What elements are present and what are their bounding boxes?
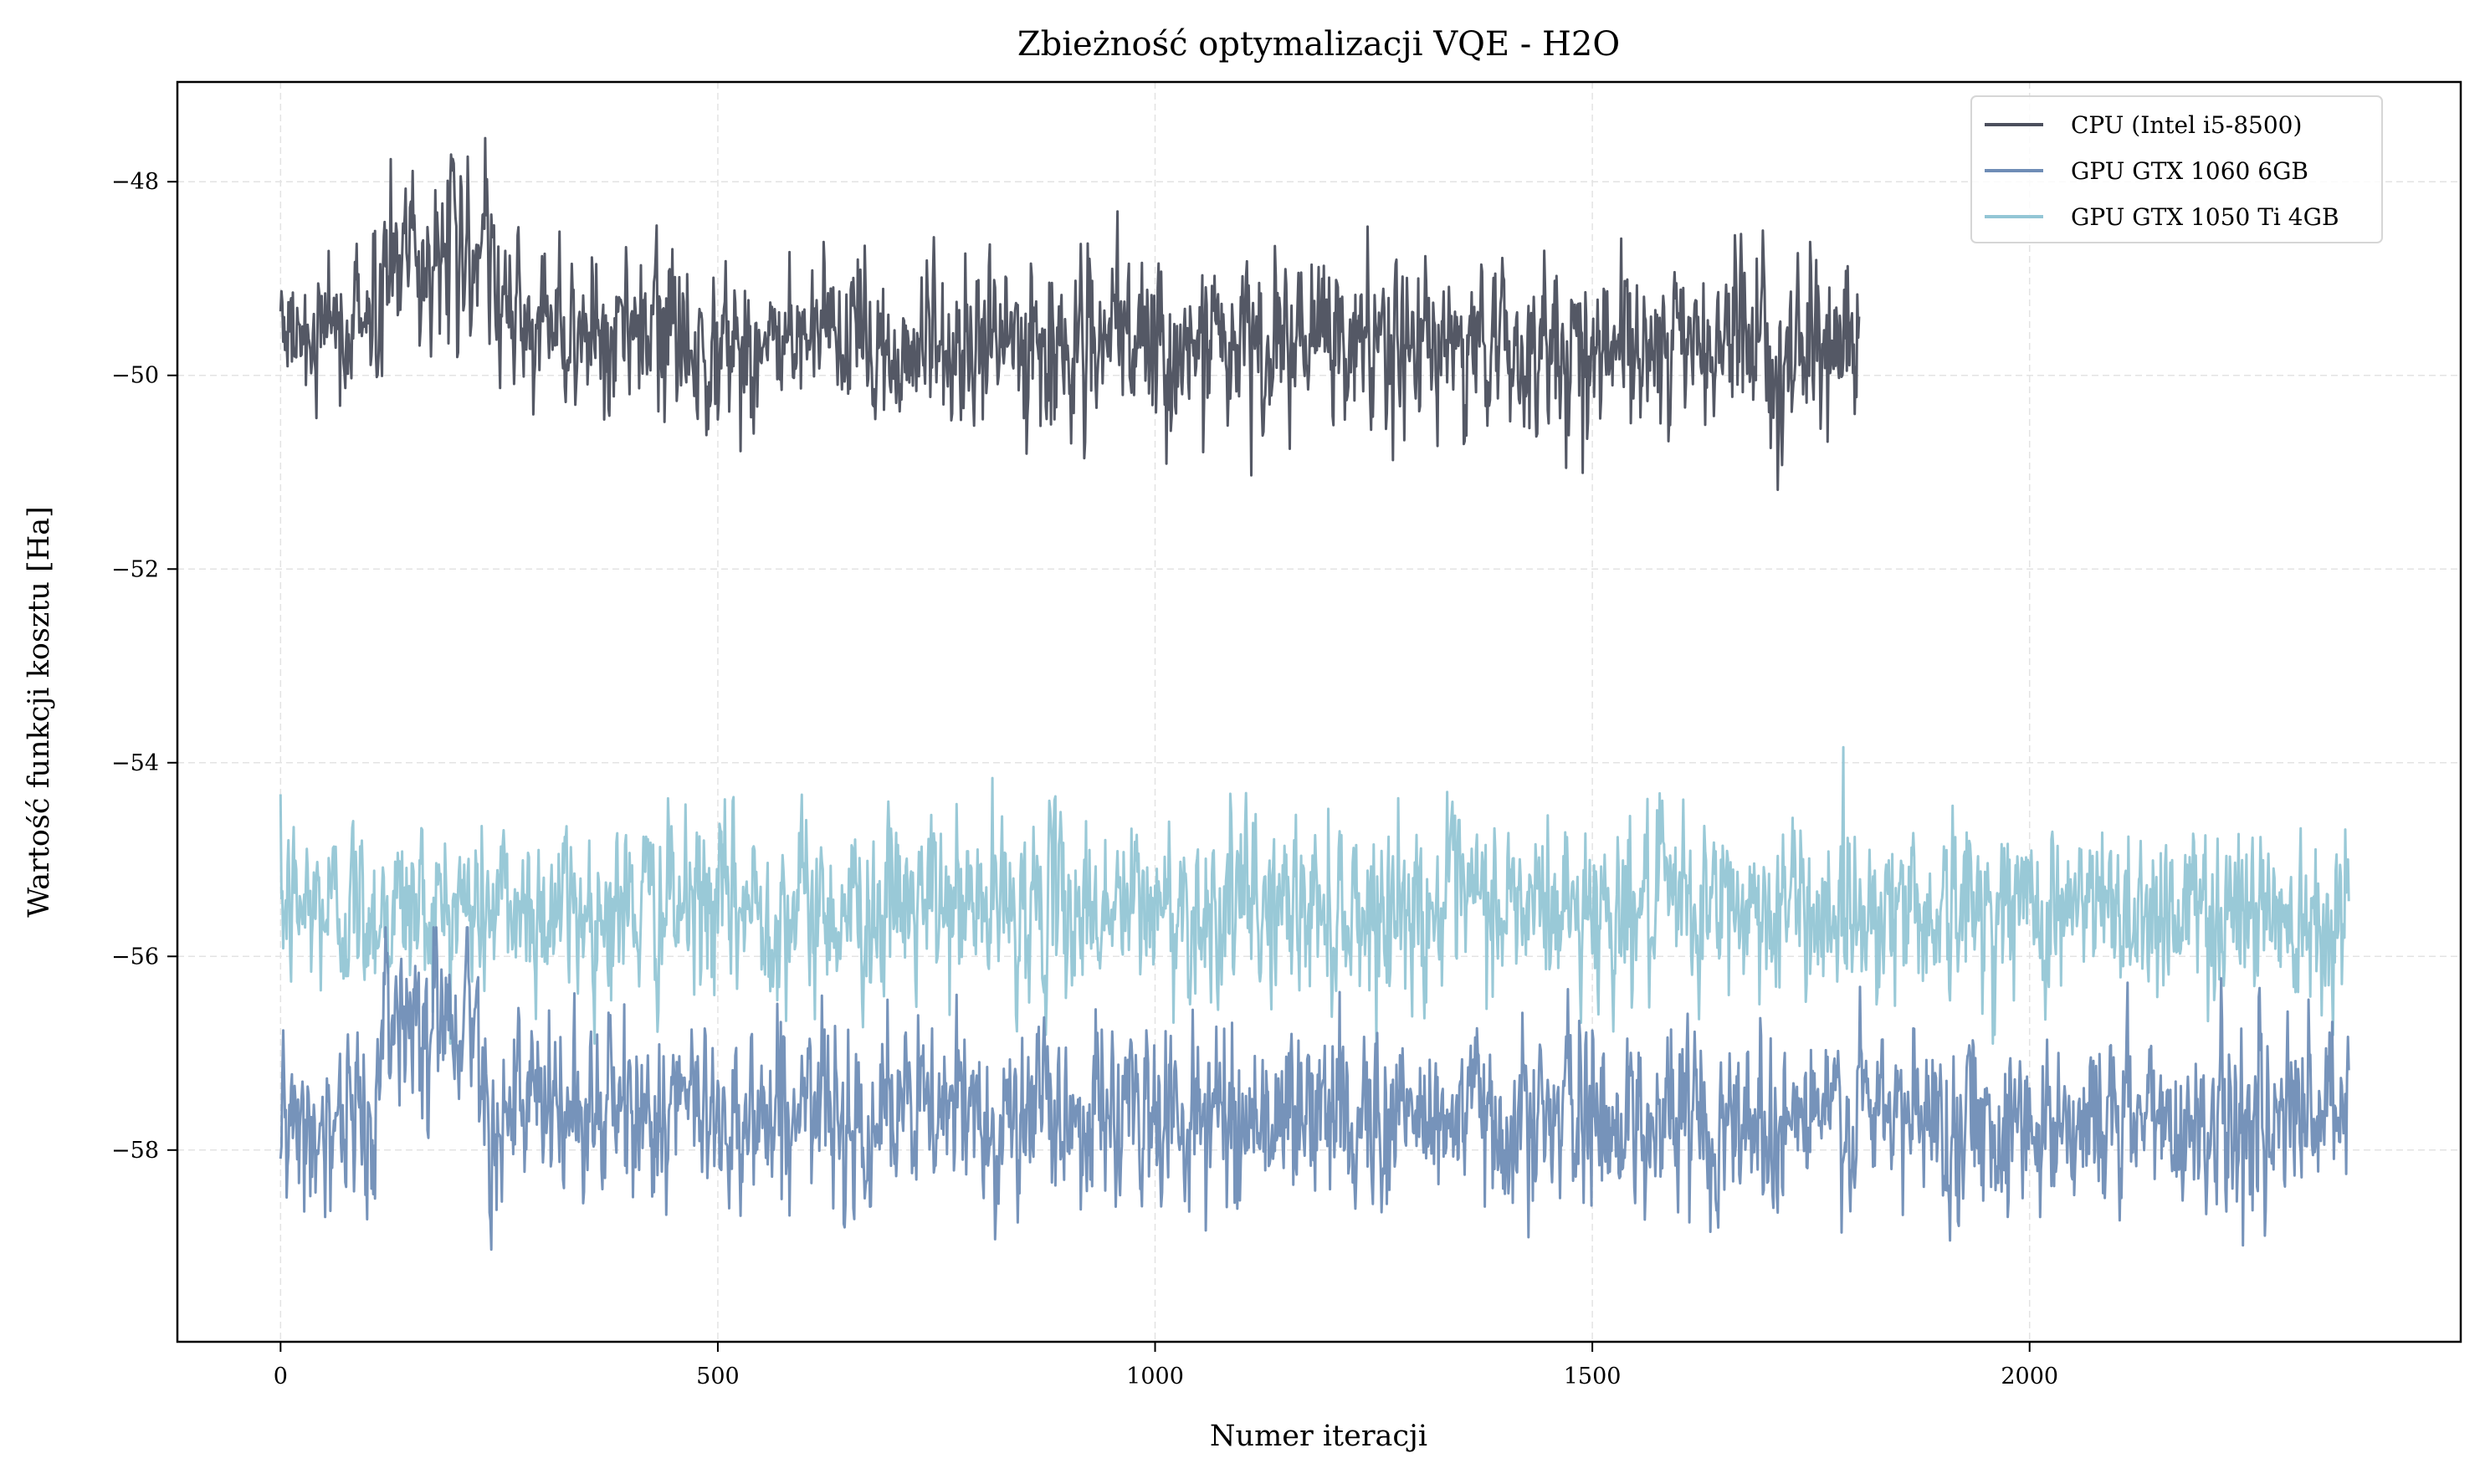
series-group	[279, 136, 2350, 1251]
x-tick-label: 0	[274, 1364, 288, 1389]
y-axis: −48 −50 −52 −54 −56 −58	[111, 169, 177, 1164]
x-tick-label: 500	[696, 1364, 740, 1389]
series-line-2	[279, 745, 2350, 1045]
x-axis-label: Numer iteracji	[1210, 1420, 1427, 1453]
x-axis: 0 500 1000 1500 2000	[274, 1342, 2058, 1389]
y-axis-label: Wartość funkcji kosztu [Ha]	[23, 506, 56, 918]
legend-label-1: GPU GTX 1060 6GB	[2071, 157, 2308, 185]
y-tick-label: −58	[111, 1138, 159, 1164]
y-tick-label: −50	[111, 363, 159, 389]
x-tick-label: 2000	[2001, 1364, 2058, 1389]
series-line-0	[279, 136, 1861, 491]
y-tick-label: −54	[111, 750, 159, 776]
series-line-1	[279, 926, 2350, 1251]
x-tick-label: 1000	[1126, 1364, 1184, 1389]
y-tick-label: −52	[111, 556, 159, 582]
legend-box	[1970, 95, 2383, 243]
y-tick-label: −48	[111, 169, 159, 195]
legend-label-0: CPU (Intel i5-8500)	[2071, 111, 2302, 139]
x-tick-label: 1500	[1564, 1364, 1622, 1389]
legend-label-2: GPU GTX 1050 Ti 4GB	[2071, 203, 2339, 231]
legend: CPU (Intel i5-8500) GPU GTX 1060 6GB GPU G…	[1970, 95, 2383, 243]
plot-frame	[176, 80, 2462, 1343]
chart-title: Zbieżność optymalizacji VQE - H2O	[1017, 25, 1620, 64]
y-tick-label: −56	[111, 944, 159, 970]
